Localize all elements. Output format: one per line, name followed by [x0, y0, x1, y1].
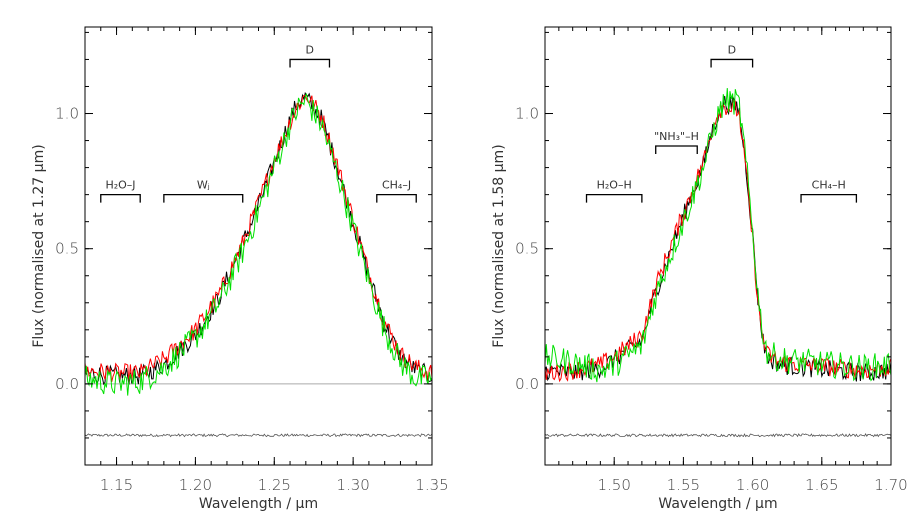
feature-label: D	[306, 43, 314, 56]
x-tick-label: 1.50	[597, 476, 630, 494]
feature-bracket	[710, 58, 754, 68]
plot-frame	[84, 26, 433, 466]
y-tick-label: 0.5	[55, 240, 79, 258]
x-tick-label: 1.35	[415, 476, 448, 494]
right-panel-h-band: 1.50 1.55 1.60 1.65 1.70 0.0 0.5 1.0 Wavelength …	[491, 26, 908, 512]
feature-bracket	[100, 193, 141, 203]
x-tick-label: 1.20	[179, 476, 212, 494]
x-tick-label: 1.25	[258, 476, 291, 494]
noise-spectrum	[84, 433, 433, 438]
left-panel-j-band: 1.15 1.20 1.25 1.30 1.35 0.0 0.5 1.0 Wavelength …	[31, 26, 449, 512]
series-line-black	[84, 91, 433, 386]
y-axis-label: Flux (normalised at 1.58 μm)	[491, 144, 507, 347]
feature-label: "NH₃"–H	[654, 130, 699, 143]
y-tick-label: 0.0	[55, 375, 79, 393]
x-tick-label: 1.15	[100, 476, 133, 494]
series-line-green	[84, 92, 433, 396]
y-tick-label: 1.0	[55, 105, 79, 123]
y-axis-label: Flux (normalised at 1.27 μm)	[31, 144, 47, 347]
feature-bracket	[655, 145, 698, 154]
feature-bracket	[585, 193, 643, 203]
x-tick-label: 1.60	[736, 476, 769, 494]
feature-label: Wⱼ	[197, 179, 210, 192]
feature-label: CH₄–J	[382, 179, 411, 192]
series-line-red	[544, 100, 892, 383]
feature-bracket	[163, 193, 244, 203]
feature-bracket	[376, 193, 417, 203]
plot-frame	[544, 26, 892, 466]
y-tick-label: 0.0	[515, 375, 539, 393]
y-tick-label: 0.5	[515, 240, 539, 258]
noise-spectrum	[544, 433, 892, 438]
series-line-black	[544, 94, 892, 382]
feature-bracket	[800, 193, 858, 203]
x-tick-label: 1.55	[667, 476, 700, 494]
x-tick-label: 1.30	[336, 476, 369, 494]
series-line-red	[84, 94, 433, 383]
y-tick-label: 1.0	[515, 105, 539, 123]
feature-label: H₂O–J	[105, 179, 135, 192]
feature-label: D	[728, 43, 736, 56]
x-tick-label: 1.65	[805, 476, 838, 494]
series-line-green	[544, 88, 892, 383]
feature-label: CH₄–H	[812, 179, 846, 192]
feature-label: H₂O–H	[597, 179, 632, 192]
x-axis-label: Wavelength / μm	[199, 496, 318, 512]
x-tick-label: 1.70	[874, 476, 907, 494]
x-axis-label: Wavelength / μm	[658, 496, 777, 512]
feature-bracket	[289, 58, 331, 68]
